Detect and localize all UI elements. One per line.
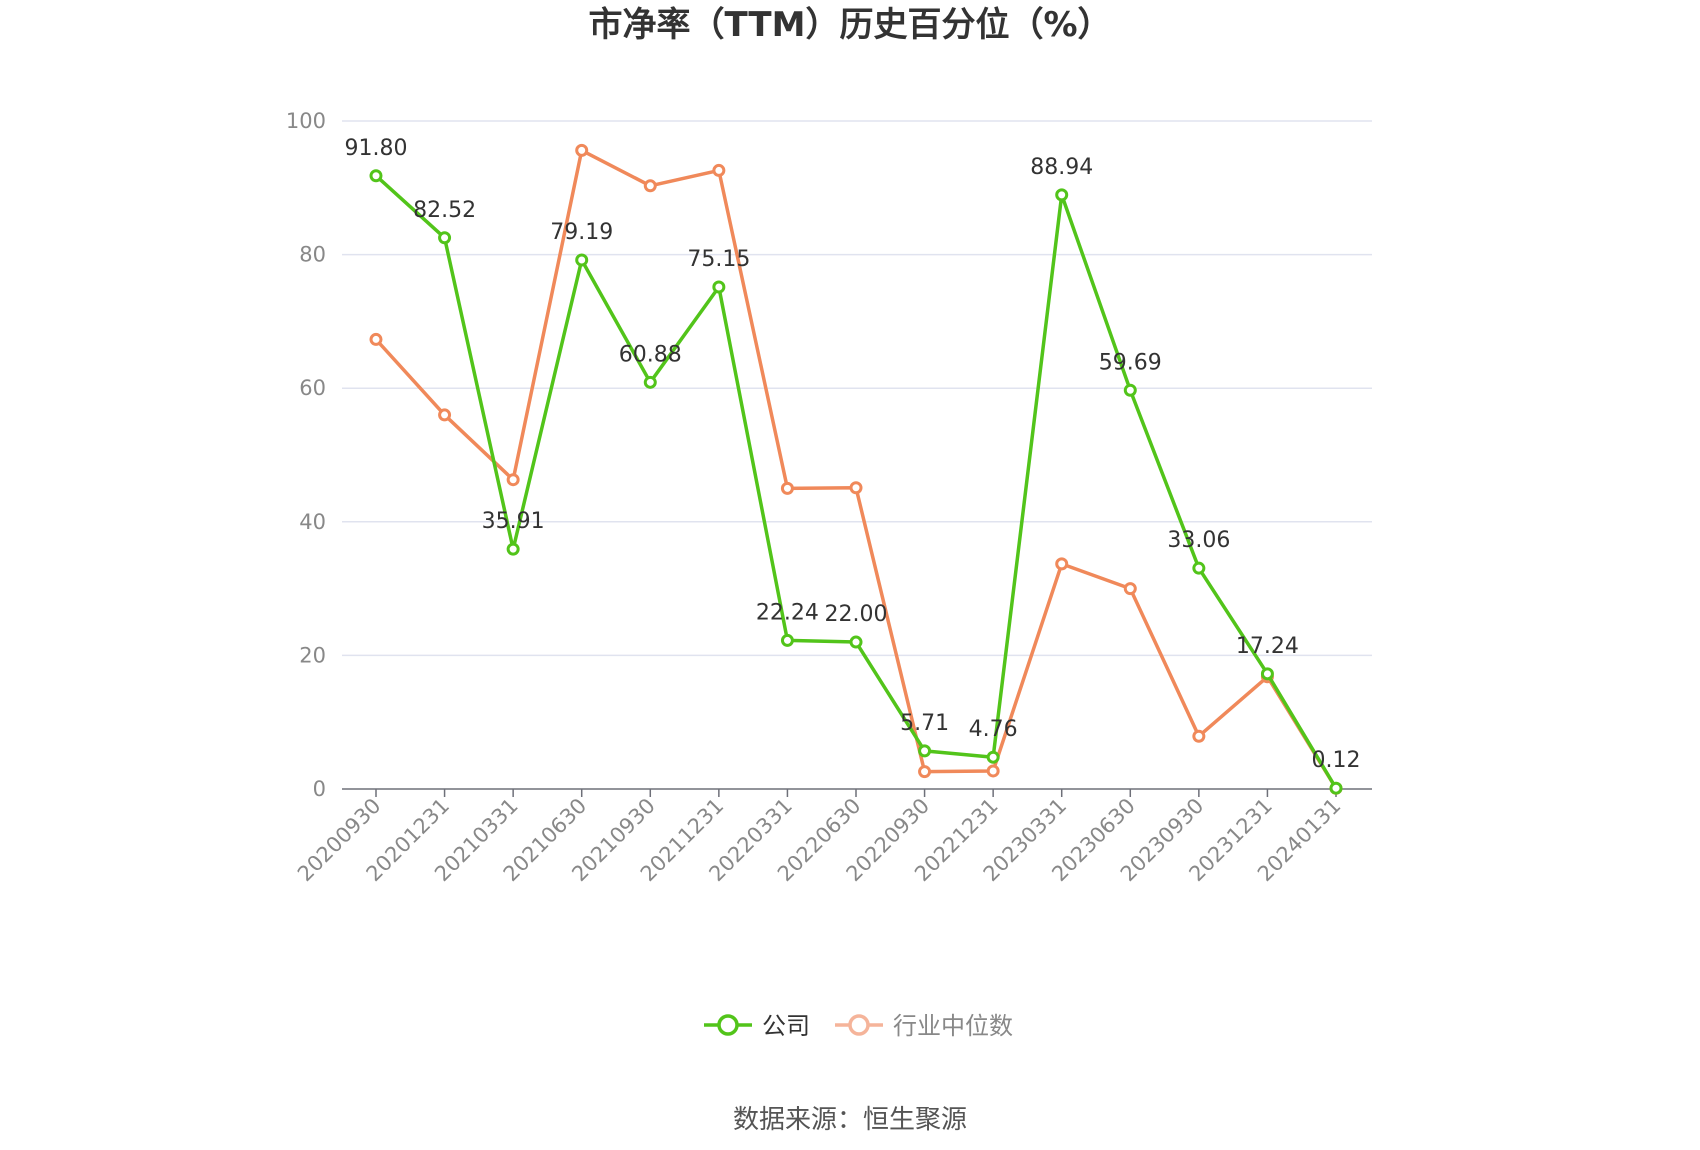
series-1-point[interactable] [1123,582,1137,596]
data-label: 59.69 [1099,350,1162,375]
series-1-point[interactable] [1192,729,1206,743]
data-label: 5.71 [900,711,949,736]
series-1-point[interactable] [1055,557,1069,571]
series-0-point[interactable] [780,633,794,647]
series-0-point[interactable] [849,635,863,649]
series-1-point[interactable] [712,163,726,177]
series-1-point[interactable] [643,179,657,193]
series-1-point[interactable] [575,143,589,157]
series-0-point[interactable] [1192,561,1206,575]
data-label: 17.24 [1236,634,1299,659]
series-1-point[interactable] [369,332,383,346]
data-label: 22.24 [756,600,819,625]
legend-label: 公司 [762,1012,810,1040]
series-1-point[interactable] [438,408,452,422]
series-0-point[interactable] [1329,781,1343,795]
series-0-point[interactable] [918,744,932,758]
data-label: 60.88 [619,342,682,367]
legend-label: 行业中位数 [893,1012,1013,1040]
data-label: 22.00 [825,602,888,627]
legend-item-0[interactable]: 公司 [704,1012,810,1040]
y-tick-label: 60 [299,376,326,400]
data-label: 33.06 [1167,528,1230,553]
series-1-point[interactable] [918,765,932,779]
legend-item-1[interactable]: 行业中位数 [835,1012,1013,1040]
y-tick-label: 20 [299,643,326,667]
legend-marker [717,1014,739,1036]
series-0-point[interactable] [643,375,657,389]
series-0-point[interactable] [369,169,383,183]
series-0-point[interactable] [438,231,452,245]
data-label: 82.52 [413,198,476,223]
y-tick-label: 40 [299,510,326,534]
legend-marker [848,1014,870,1036]
series-0-point[interactable] [575,253,589,267]
y-tick-label: 80 [299,243,326,267]
source-note: 数据来源：恒生聚源 [733,1105,967,1135]
data-label: 0.12 [1312,748,1361,773]
series-1-point[interactable] [780,481,794,495]
series-0-point[interactable] [986,750,1000,764]
series-0-point[interactable] [1055,188,1069,202]
series-line-1 [374,148,1338,790]
gridlines [342,120,1372,657]
series-0-point[interactable] [506,542,520,556]
y-tick-label: 100 [286,109,326,133]
series-1-point[interactable] [506,473,520,487]
series-1-point[interactable] [986,764,1000,778]
y-tick-label: 0 [313,777,326,801]
data-label: 35.91 [482,509,545,534]
data-labels: 91.80 82.52 35.91 79.19 60.88 75.15 22.24 22.00… [345,136,1361,773]
data-label: 79.19 [550,220,613,245]
axes: 0204060801002020093020201231202103312021… [286,109,1372,886]
data-label: 4.76 [969,717,1018,742]
data-label: 75.15 [687,247,750,272]
chart-title: 市净率（TTM）历史百分位（%） [588,5,1111,45]
series-1-point[interactable] [849,481,863,495]
data-label: 88.94 [1030,155,1093,180]
legend[interactable]: 公司 行业中位数 [704,1012,1013,1040]
series-0-point[interactable] [712,280,726,294]
series-0-point[interactable] [1260,667,1274,681]
series-0-point[interactable] [1123,383,1137,397]
series-lines [369,143,1343,795]
data-label: 91.80 [345,136,408,161]
